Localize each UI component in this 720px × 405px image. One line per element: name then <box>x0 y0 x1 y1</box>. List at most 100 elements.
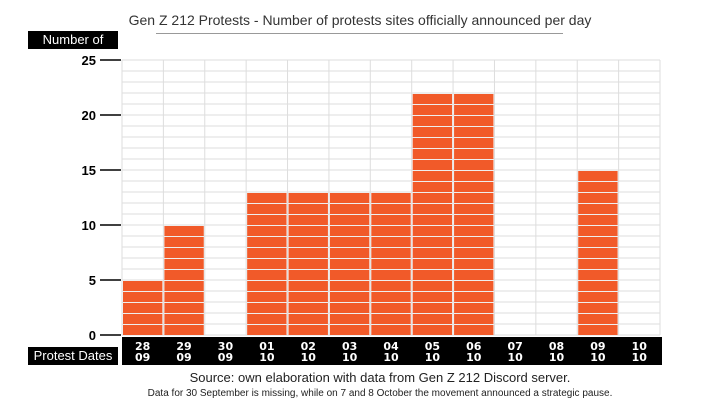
bar-segment <box>412 325 453 335</box>
bar-segment <box>247 248 287 258</box>
bar-segment <box>288 325 328 335</box>
bar-segment <box>329 303 370 313</box>
bar-segment <box>288 281 328 291</box>
bar-segment <box>288 303 328 313</box>
bar-segment <box>578 270 618 280</box>
bar-segment <box>371 281 411 291</box>
bar-segment <box>412 314 453 324</box>
y-tick-label: 20 <box>82 108 96 123</box>
x-tick-label: 28 <box>135 340 150 353</box>
bar-segment <box>412 127 453 137</box>
bar-segment <box>412 259 453 269</box>
x-tick-label: 03 <box>342 340 357 353</box>
bar-segment <box>578 325 618 335</box>
bar-segment <box>123 303 163 313</box>
x-tick-label: 08 <box>549 340 564 353</box>
bar-segment <box>454 248 494 258</box>
bar-segment <box>371 226 411 236</box>
x-tick-label: 01 <box>259 340 274 353</box>
bar-segment <box>578 215 618 225</box>
x-tick-label: 02 <box>301 340 316 353</box>
y-tick-label: 15 <box>82 163 96 178</box>
bar-segment <box>412 292 453 302</box>
bar-segment <box>454 171 494 181</box>
bar-segment <box>454 105 494 115</box>
x-tick-label: 10 <box>632 340 648 353</box>
bar-segment <box>412 303 453 313</box>
bar-segment <box>578 237 618 247</box>
bar-segment <box>454 204 494 214</box>
bar-segment <box>288 270 328 280</box>
bar-segment <box>247 281 287 291</box>
bar-segment <box>412 182 453 192</box>
bar-segment <box>371 248 411 258</box>
bar-segment <box>288 248 328 258</box>
y-tick-label: 25 <box>82 53 96 68</box>
bar-segment <box>164 303 204 313</box>
bar-segment <box>412 248 453 258</box>
bar-segment <box>454 314 494 324</box>
bar-segment <box>371 237 411 247</box>
note-text: Data for 30 September is missing, while … <box>147 388 613 399</box>
x-tick-label: 09 <box>135 351 150 364</box>
bar-segment <box>247 193 287 203</box>
bar-segment <box>371 325 411 335</box>
bar-segment <box>288 237 328 247</box>
bar-segment <box>247 237 287 247</box>
x-tick-label: 04 <box>383 340 399 353</box>
bar-segment <box>371 292 411 302</box>
y-tick-label: 10 <box>82 218 96 233</box>
bar-segment <box>454 215 494 225</box>
x-tick-label: 10 <box>590 351 606 364</box>
bar-segment <box>329 259 370 269</box>
x-tick-label: 10 <box>259 351 275 364</box>
bar-segment <box>578 303 618 313</box>
x-tick-label: 06 <box>466 340 482 353</box>
bar-segment <box>578 204 618 214</box>
bar-segment <box>412 204 453 214</box>
bar-segment <box>454 281 494 291</box>
y-tick-label: 5 <box>89 273 96 288</box>
x-tick-label: 09 <box>176 351 191 364</box>
bar-segment <box>329 292 370 302</box>
bar-segment <box>412 105 453 115</box>
bar-segment <box>247 259 287 269</box>
bar-segment <box>371 270 411 280</box>
x-axis-band <box>122 337 662 365</box>
bar-segment <box>454 237 494 247</box>
bar-segment <box>247 204 287 214</box>
bar-segment <box>164 259 204 269</box>
bar-segment <box>454 116 494 126</box>
bar-segment <box>578 314 618 324</box>
bar-segment <box>578 171 618 181</box>
y-tick-label: 0 <box>89 328 96 343</box>
source-text: Source: own elaboration with data from G… <box>189 370 571 385</box>
x-tick-label: 10 <box>507 351 523 364</box>
x-tick-label: 10 <box>549 351 565 364</box>
x-tick-label: 09 <box>218 351 233 364</box>
bar-segment <box>578 292 618 302</box>
x-axis-label: Protest Dates <box>28 347 118 365</box>
bar-segment <box>371 303 411 313</box>
bar-segment <box>288 259 328 269</box>
x-tick-label: 10 <box>466 351 482 364</box>
bar-segment <box>247 270 287 280</box>
bar-segment <box>412 270 453 280</box>
bar-segment <box>123 281 163 291</box>
bar-segment <box>371 204 411 214</box>
bar-segment <box>329 226 370 236</box>
bar-segment <box>412 193 453 203</box>
bar-segment <box>247 314 287 324</box>
bar-segment <box>454 160 494 170</box>
bar-segment <box>454 303 494 313</box>
bar-segment <box>288 292 328 302</box>
bar-segment <box>578 193 618 203</box>
bar-segment <box>371 314 411 324</box>
x-tick-label: 05 <box>425 340 440 353</box>
bar-segment <box>578 182 618 192</box>
x-tick-label: 10 <box>342 351 358 364</box>
bar-segment <box>454 138 494 148</box>
bar-segment <box>454 226 494 236</box>
bar-segment <box>247 226 287 236</box>
bar-segment <box>578 226 618 236</box>
